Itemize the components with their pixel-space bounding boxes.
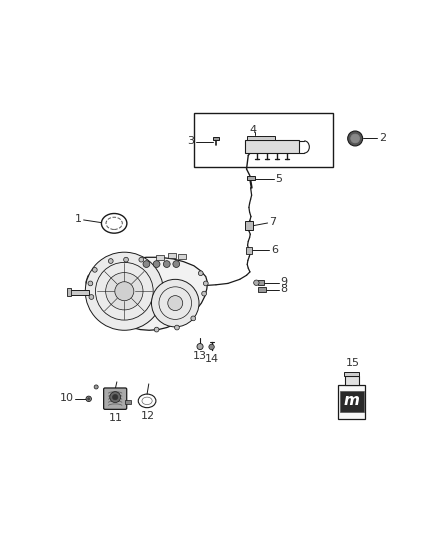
Bar — [258, 287, 266, 292]
Circle shape — [85, 252, 163, 330]
Text: 11: 11 — [109, 413, 123, 423]
Circle shape — [154, 327, 159, 332]
Text: 5: 5 — [276, 174, 283, 183]
Text: 1: 1 — [75, 214, 82, 224]
Circle shape — [94, 385, 98, 389]
Circle shape — [106, 272, 143, 310]
Text: 4: 4 — [250, 125, 257, 135]
Circle shape — [89, 295, 94, 300]
Polygon shape — [86, 257, 208, 330]
Circle shape — [152, 279, 199, 327]
Bar — [156, 255, 164, 260]
Circle shape — [197, 343, 203, 350]
Circle shape — [108, 259, 113, 263]
Circle shape — [173, 261, 180, 268]
Circle shape — [163, 261, 170, 268]
Text: 15: 15 — [346, 358, 360, 368]
Bar — [212, 138, 219, 140]
Text: 12: 12 — [141, 411, 155, 421]
Bar — [245, 140, 299, 153]
Text: 9: 9 — [280, 277, 288, 287]
Bar — [258, 280, 264, 285]
Circle shape — [202, 291, 206, 296]
Text: 13: 13 — [193, 351, 207, 361]
Circle shape — [139, 257, 144, 262]
Bar — [247, 136, 276, 140]
Text: 6: 6 — [271, 245, 278, 255]
Bar — [168, 253, 176, 257]
Circle shape — [191, 316, 196, 321]
Circle shape — [143, 261, 150, 268]
Text: 7: 7 — [269, 217, 276, 227]
Bar — [345, 376, 359, 385]
Bar — [246, 247, 252, 254]
Bar — [67, 288, 71, 296]
Circle shape — [153, 261, 160, 268]
Circle shape — [110, 392, 120, 402]
Circle shape — [351, 134, 360, 143]
Circle shape — [254, 280, 259, 286]
Circle shape — [115, 282, 134, 301]
Circle shape — [348, 131, 363, 146]
Circle shape — [88, 281, 93, 286]
Bar — [245, 221, 253, 230]
Text: 14: 14 — [205, 354, 219, 364]
FancyBboxPatch shape — [104, 388, 127, 409]
Bar — [247, 176, 254, 180]
Circle shape — [203, 281, 208, 286]
Circle shape — [113, 394, 118, 400]
Bar — [194, 113, 333, 167]
Bar — [338, 385, 365, 419]
Text: 3: 3 — [187, 136, 194, 146]
Text: m: m — [344, 393, 360, 408]
Circle shape — [92, 268, 97, 272]
Text: 10: 10 — [60, 393, 74, 403]
Circle shape — [124, 257, 128, 262]
Bar — [68, 289, 88, 295]
Circle shape — [86, 396, 92, 401]
Circle shape — [87, 398, 90, 400]
Bar — [125, 400, 131, 404]
Text: 8: 8 — [280, 284, 288, 294]
Circle shape — [198, 271, 203, 276]
Text: 2: 2 — [379, 133, 386, 143]
Circle shape — [209, 344, 214, 350]
Bar — [178, 254, 186, 259]
Circle shape — [175, 325, 179, 330]
Bar — [339, 391, 364, 413]
Circle shape — [168, 296, 183, 311]
Bar — [344, 372, 359, 376]
